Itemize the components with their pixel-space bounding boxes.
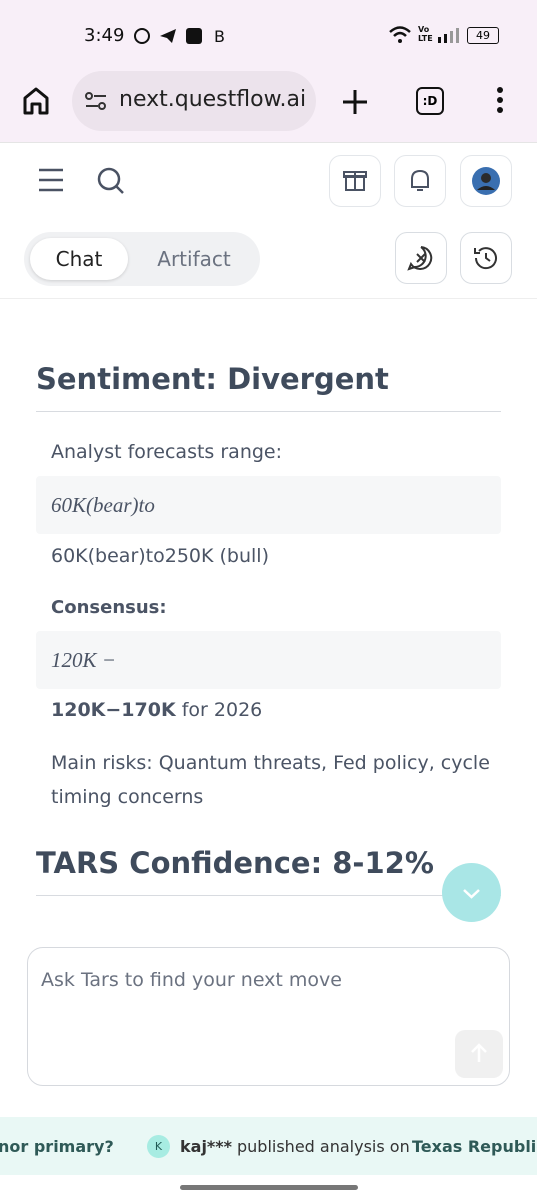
- battery: 49: [467, 27, 499, 44]
- math-block: 60K(bear)to: [36, 476, 501, 534]
- send-button[interactable]: [455, 1030, 503, 1078]
- notification-icons: B: [134, 27, 225, 46]
- divider: [0, 142, 537, 143]
- site-settings-icon[interactable]: [84, 91, 108, 111]
- chat-tab[interactable]: Chat: [30, 238, 128, 280]
- ticker-text: published analysis on: [237, 1137, 410, 1156]
- math-block: 120K −: [36, 631, 501, 689]
- math-text: 60K(bear)to: [51, 493, 155, 517]
- username: kaj***: [180, 1137, 233, 1156]
- wifi-icon: [389, 26, 411, 43]
- url-text: next.questflow.ai: [119, 87, 307, 112]
- paragraph: 120K−170K for 2026: [51, 699, 262, 721]
- menu-button[interactable]: [494, 86, 506, 118]
- ticker-link[interactable]: Texas Republica: [412, 1137, 537, 1156]
- status-bar: 3:49 B Vo LTE 49: [0, 0, 537, 62]
- artifact-tab[interactable]: Artifact: [157, 247, 231, 271]
- network: Vo LTE: [418, 25, 433, 43]
- browser-bar: next.questflow.ai :D: [0, 62, 537, 142]
- divider: [36, 895, 501, 896]
- hamburger-menu[interactable]: [38, 168, 64, 192]
- close-chat-button[interactable]: [395, 232, 447, 284]
- paragraph: Main risks: Quantum threats, Fed policy,…: [51, 752, 490, 808]
- url-bar[interactable]: next.questflow.ai: [72, 71, 316, 131]
- text: for 2026: [175, 699, 263, 721]
- scroll-down-button[interactable]: [442, 863, 501, 922]
- bold-value: 120K−170K: [51, 699, 176, 721]
- label: Consensus:: [51, 597, 167, 618]
- math-text: 120K −: [51, 648, 116, 672]
- ticker-text: nor primary?: [0, 1137, 114, 1156]
- new-tab-button[interactable]: [340, 87, 370, 117]
- profile-button[interactable]: [460, 155, 512, 207]
- heading: Sentiment: Divergent: [36, 362, 389, 396]
- heading: TARS Confidence: 8-12%: [36, 846, 434, 880]
- search-button[interactable]: [96, 166, 126, 196]
- gift-button[interactable]: [329, 155, 381, 207]
- signal-icon: [438, 28, 459, 43]
- tab-row: Chat Artifact: [0, 220, 537, 299]
- tab-switch: Chat Artifact: [24, 232, 260, 286]
- home-button[interactable]: [22, 86, 50, 116]
- avatar: K: [147, 1135, 170, 1158]
- svg-text:B: B: [214, 27, 225, 46]
- composer-area: Ask Tars to find your next move: [0, 930, 537, 1115]
- nav-handle: [180, 1185, 358, 1190]
- input-box[interactable]: Ask Tars to find your next move: [27, 947, 510, 1086]
- activity-ticker: nor primary? K kaj*** published analysis…: [0, 1117, 537, 1175]
- history-button[interactable]: [460, 232, 512, 284]
- tab-switcher[interactable]: :D: [416, 87, 444, 115]
- paragraph: Analyst forecasts range:: [51, 441, 283, 463]
- time: 3:49: [84, 25, 125, 46]
- divider: [36, 411, 501, 412]
- notifications-button[interactable]: [394, 155, 446, 207]
- paragraph: 60K(bear)to250K (bull): [51, 545, 269, 567]
- input-placeholder: Ask Tars to find your next move: [41, 969, 342, 991]
